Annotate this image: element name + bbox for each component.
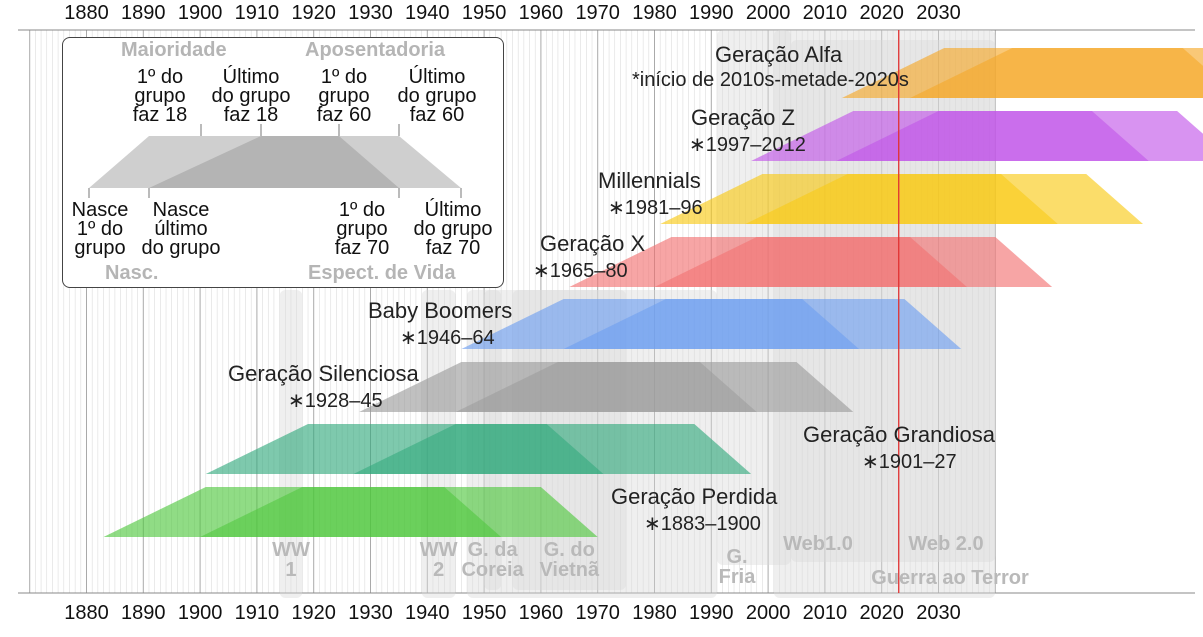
tick-label: 1960 — [518, 2, 564, 24]
event-band — [716, 30, 791, 565]
tick-label: 1990 — [689, 2, 734, 24]
axis-bottom: 1880 1890 1900 1910 1920 1930 1940 1950 1960 1970… — [0, 600, 1203, 626]
tick-label: 1980 — [632, 602, 677, 624]
tick-label: 2010 — [802, 2, 848, 24]
tick-label: 1920 — [291, 2, 336, 24]
generation-years: *início de 2010s-metade-2020s — [632, 69, 909, 91]
tick-label: 1940 — [405, 2, 450, 24]
tick-label: 1890 — [121, 602, 166, 624]
legend-retirement: Aposentadoria — [305, 39, 446, 61]
tick-label: 2000 — [745, 2, 791, 24]
generation-name: Geração X — [540, 231, 646, 256]
legend-last-18: Último do grupo faz 18 — [211, 66, 291, 126]
legend-born-last: Nasce último do grupo — [141, 199, 221, 259]
event-label: G. Fria — [718, 546, 756, 588]
event-label: WW 2 — [419, 539, 458, 581]
generation-band-core — [353, 424, 604, 474]
tick-label: 2020 — [859, 602, 904, 624]
tick-label: 1950 — [461, 602, 507, 624]
tick-label: 1890 — [121, 2, 166, 24]
legend-born-first: Nasce 1º do grupo — [71, 199, 129, 259]
event-label: Web 2.0 — [908, 533, 984, 555]
tick-label: 1970 — [575, 2, 620, 24]
generation-years: ∗1997–2012 — [689, 134, 806, 156]
generation-name: Geração Perdida — [611, 484, 778, 509]
generation-band-core — [910, 48, 1203, 98]
generation-band-core — [200, 487, 502, 537]
legend-first-70: 1º do grupo faz 70 — [334, 199, 390, 259]
tick-label: 1970 — [575, 602, 620, 624]
tick-label: 1930 — [348, 2, 393, 24]
event-label: Web1.0 — [783, 533, 853, 555]
generation-years: ∗1946–64 — [400, 327, 495, 349]
legend-birth: Nasc. — [105, 262, 159, 284]
generation-band-core — [836, 111, 1149, 161]
generation-name: Geração Silenciosa — [228, 361, 419, 386]
generation-years: ∗1928–45 — [288, 390, 383, 412]
tick-label: 1880 — [64, 602, 109, 624]
tick-label: 2000 — [745, 602, 791, 624]
tick-label: 2010 — [802, 602, 848, 624]
tick-label: 2030 — [916, 2, 961, 24]
legend-first-18: 1º do grupo faz 18 — [132, 66, 188, 126]
generation-name: Baby Boomers — [368, 298, 513, 323]
legend-box: Maioridade Aposentadoria 1º do grupo faz… — [62, 37, 504, 288]
event-label: WW 1 — [272, 539, 310, 581]
generation-name: Geração Alfa — [715, 42, 843, 67]
legend-last-70: Último do grupo faz 70 — [413, 199, 493, 259]
generation-band-core — [563, 299, 859, 349]
legend-first-60: 1º do grupo faz 60 — [316, 66, 372, 126]
tick-label: 1940 — [405, 602, 450, 624]
tick-label: 1980 — [632, 2, 677, 24]
event-label: G. da Coreia — [461, 539, 524, 581]
legend-shape-inner — [149, 136, 399, 188]
generation-years: ∗1901–27 — [862, 451, 957, 473]
generation-years: ∗1965–80 — [533, 260, 628, 282]
axis-top: 1880 1890 1900 1910 1920 1930 1940 1950 1960 1970… — [0, 0, 1203, 26]
tick-label: 1900 — [177, 2, 223, 24]
legend-majority: Maioridade — [121, 39, 227, 61]
generation-name: Geração Grandiosa — [803, 422, 995, 447]
tick-label: 1990 — [689, 602, 734, 624]
tick-label: 2030 — [916, 602, 961, 624]
generation-name: Millennials — [598, 168, 701, 193]
generation-name: Geração Z — [691, 105, 795, 130]
generation-band-core — [745, 174, 1058, 224]
generation-band-core — [654, 237, 967, 287]
tick-label: 1920 — [291, 602, 336, 624]
generation-band-core — [455, 362, 757, 412]
tick-label: 1910 — [234, 2, 280, 24]
tick-label: 1900 — [177, 602, 223, 624]
generation-years: ∗1981–96 — [608, 197, 703, 219]
event-label: G. do Vietnã — [539, 539, 600, 581]
legend-life-expectancy: Espect. de Vida — [308, 262, 456, 284]
tick-label: 1950 — [461, 2, 507, 24]
tick-label: 1930 — [348, 602, 393, 624]
tick-label: 1880 — [64, 2, 109, 24]
tick-label: 1960 — [518, 602, 564, 624]
tick-label: 1910 — [234, 602, 280, 624]
legend-last-60: Último do grupo faz 60 — [397, 66, 477, 126]
event-label: Guerra ao Terror — [871, 567, 1029, 589]
tick-label: 2020 — [859, 2, 904, 24]
legend-diagram — [88, 124, 462, 198]
generation-years: ∗1883–1900 — [644, 513, 761, 535]
